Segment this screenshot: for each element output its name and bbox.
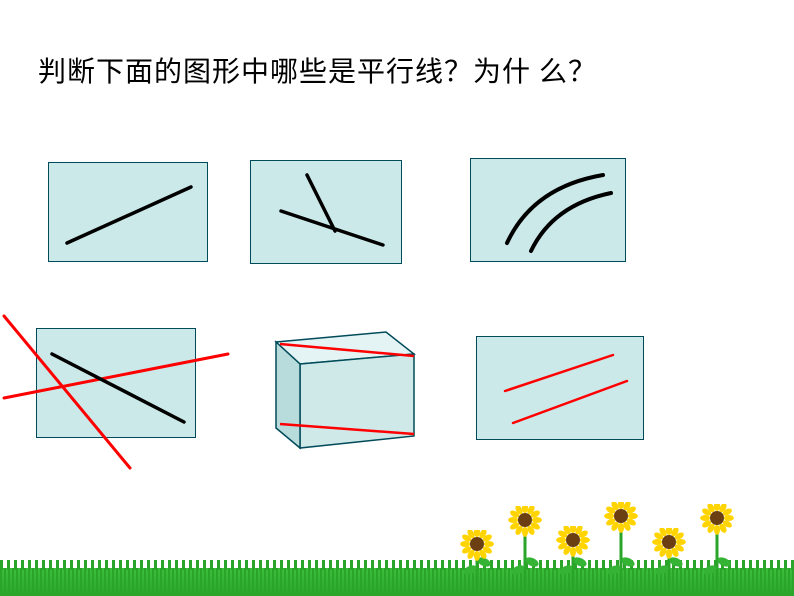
sunflowers-decor — [460, 502, 734, 588]
figure-5-cube — [246, 314, 422, 450]
sunflower-icon — [508, 506, 542, 588]
figure-2 — [250, 160, 402, 264]
crossing-lines-icon — [0, 308, 236, 478]
figure-4-wrap — [36, 328, 196, 438]
sunflower-icon — [460, 530, 494, 588]
sunflower-icon — [652, 528, 686, 588]
figure-3 — [470, 158, 626, 262]
cube-icon — [246, 314, 422, 450]
sunflower-icon — [700, 504, 734, 588]
single-line-icon — [49, 163, 209, 263]
figure-6 — [476, 336, 644, 440]
figure-1 — [48, 162, 208, 262]
sunflower-icon — [556, 526, 590, 588]
curves-icon — [471, 159, 627, 263]
parallel-lines-icon — [477, 337, 645, 441]
sunflower-icon — [604, 502, 638, 588]
intersecting-lines-icon — [251, 161, 403, 265]
question-text: 判断下面的图形中哪些是平行线？为什 么？ — [38, 52, 597, 94]
